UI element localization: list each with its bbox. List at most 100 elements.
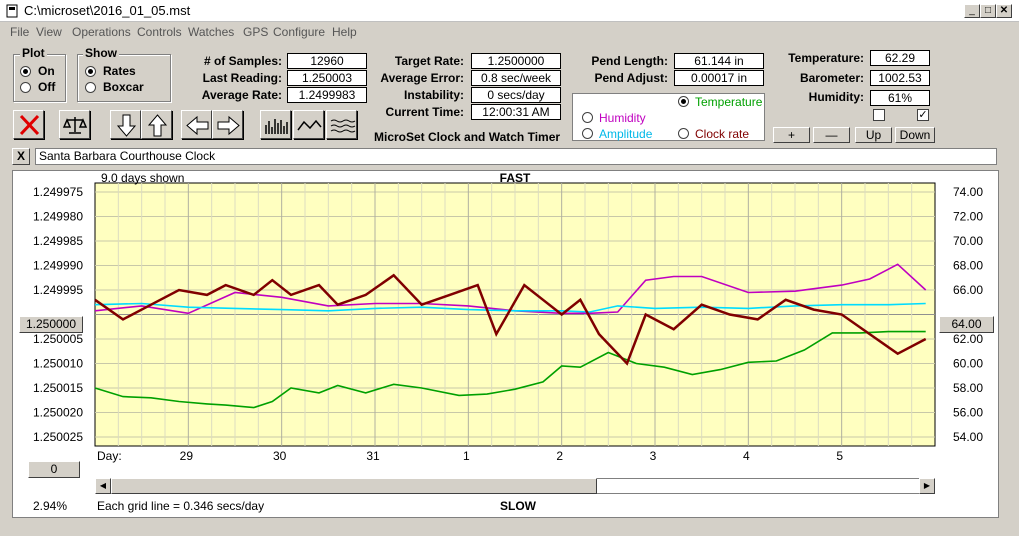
- scale-plus-button[interactable]: +: [773, 127, 810, 143]
- menu-help[interactable]: Help: [332, 25, 357, 39]
- chart-panel: 1.249975 74.00 1.249980 72.00 1.249985 70.00 1…: [12, 170, 999, 518]
- boxcar-label: Boxcar: [103, 80, 144, 94]
- wave-button[interactable]: [293, 110, 324, 139]
- menu-gps[interactable]: GPS: [243, 25, 269, 39]
- menu-controls[interactable]: Controls: [137, 25, 182, 39]
- series-clock-rate: [94, 273, 927, 366]
- down-arrow-button[interactable]: [110, 110, 141, 139]
- right-tick-label: 72.00: [953, 210, 983, 224]
- amplitude-radio[interactable]: [582, 128, 593, 139]
- up-arrow-button[interactable]: [141, 110, 172, 139]
- menu-file[interactable]: File: [10, 25, 30, 39]
- scroll-left-button[interactable]: ◀: [95, 478, 111, 494]
- rate-chart: 1.249975 74.00 1.249980 72.00 1.249985 70.00 1…: [33, 171, 983, 463]
- temperature-field: 62.29: [870, 50, 930, 66]
- left-tick-label: 1.250020: [33, 406, 83, 420]
- x-tick-label: 2: [556, 449, 563, 463]
- left-tick-label: 1.250005: [33, 332, 83, 346]
- average-rate-field: 1.2499983: [287, 87, 367, 103]
- scale-minus-button[interactable]: —: [813, 127, 850, 143]
- average-error-field: 0.8 sec/week: [471, 70, 561, 86]
- noise-button[interactable]: [326, 110, 357, 139]
- line-wave-icon: [297, 119, 322, 131]
- instability-label: Instability:: [403, 88, 464, 102]
- right-tick-label: 74.00: [953, 185, 983, 199]
- plot-on-label: On: [38, 64, 55, 78]
- scale-down-button[interactable]: Down: [895, 127, 935, 143]
- last-reading-field: 1.250003: [287, 70, 367, 86]
- histogram-button[interactable]: [260, 110, 291, 139]
- current-time-label: Current Time:: [385, 105, 464, 119]
- x-tick-label: 30: [273, 449, 287, 463]
- right-tick-label: 58.00: [953, 381, 983, 395]
- right-tick-label: 60.00: [953, 357, 983, 371]
- day-axis-label: Day:: [97, 449, 122, 463]
- series-temperature: [94, 330, 926, 409]
- plot-off-radio[interactable]: [20, 82, 31, 93]
- stop-button[interactable]: [13, 110, 44, 139]
- right-tick-label: 54.00: [953, 430, 983, 444]
- current-time-field: 12:00:31 AM: [471, 104, 561, 120]
- x-tick-label: 3: [650, 449, 657, 463]
- zero-button[interactable]: 0: [28, 461, 80, 478]
- pend-adjust-label: Pend Adjust:: [594, 71, 668, 85]
- humidity-radio[interactable]: [582, 112, 593, 123]
- menu-configure[interactable]: Configure: [273, 25, 326, 39]
- grid-note: Each grid line = 0.346 secs/day: [97, 499, 265, 513]
- scroll-right-button[interactable]: ▶: [919, 478, 935, 494]
- center-rate-box[interactable]: 1.250000: [19, 316, 83, 333]
- balance-button[interactable]: [59, 110, 90, 139]
- overlay-selector: [572, 93, 765, 141]
- last-reading-label: Last Reading:: [202, 71, 282, 85]
- right-arrow-button[interactable]: [212, 110, 243, 139]
- clear-clock-button[interactable]: X: [12, 148, 30, 165]
- rates-label: Rates: [103, 64, 136, 78]
- checkbox-2[interactable]: ✓: [917, 109, 929, 121]
- squiggle-icon: [330, 119, 356, 133]
- barometer-label: Barometer:: [799, 71, 864, 85]
- left-tick-label: 1.249975: [33, 185, 83, 199]
- boxcar-radio[interactable]: [85, 82, 96, 93]
- arrow-left-icon: [186, 115, 209, 136]
- x-tick-label: 1: [463, 449, 470, 463]
- humidity-label: Humidity:: [808, 90, 864, 104]
- rates-radio[interactable]: [85, 66, 96, 77]
- fast-label: FAST: [500, 171, 531, 185]
- clock-name-input[interactable]: Santa Barbara Courthouse Clock: [35, 148, 997, 165]
- arrow-down-icon: [116, 114, 137, 137]
- left-tick-label: 1.249995: [33, 283, 83, 297]
- plot-on-radio[interactable]: [20, 66, 31, 77]
- checkbox-1[interactable]: [873, 109, 885, 121]
- menu-watches[interactable]: Watches: [188, 25, 235, 39]
- app-name-label: MicroSet Clock and Watch Timer: [374, 130, 561, 144]
- target-rate-field: 1.2500000: [471, 53, 561, 69]
- scroll-thumb[interactable]: [111, 478, 597, 494]
- center-temp-box[interactable]: 64.00: [939, 316, 994, 333]
- pend-length-field: 61.144 in: [674, 53, 764, 69]
- instability-field: 0 secs/day: [471, 87, 561, 103]
- x-tick-label: 5: [836, 449, 843, 463]
- target-rate-label: Target Rate:: [394, 54, 464, 68]
- plot-off-label: Off: [38, 80, 56, 94]
- maximize-button[interactable]: □: [980, 4, 996, 18]
- close-window-button[interactable]: ✕: [996, 4, 1012, 18]
- series-humidity: [94, 263, 927, 315]
- percent-label: 2.94%: [33, 499, 68, 513]
- plot-group: [13, 54, 66, 102]
- menu-operations[interactable]: Operations: [72, 25, 131, 39]
- x-tick-label: 29: [180, 449, 194, 463]
- menu-view[interactable]: View: [36, 25, 62, 39]
- scale-up-button[interactable]: Up: [855, 127, 892, 143]
- left-tick-label: 1.249985: [33, 234, 83, 248]
- arrow-right-icon: [217, 115, 240, 136]
- temperature-radio[interactable]: [678, 96, 689, 107]
- series-amplitude: [94, 302, 926, 313]
- right-tick-label: 62.00: [953, 332, 983, 346]
- humidity-option-label: Humidity: [599, 111, 646, 125]
- show-group: [77, 54, 171, 102]
- minimize-button[interactable]: _: [964, 4, 980, 18]
- left-tick-label: 1.250025: [33, 430, 83, 444]
- left-arrow-button[interactable]: [181, 110, 212, 139]
- clock-rate-radio[interactable]: [678, 128, 689, 139]
- days-shown-label: 9.0 days shown: [101, 171, 184, 185]
